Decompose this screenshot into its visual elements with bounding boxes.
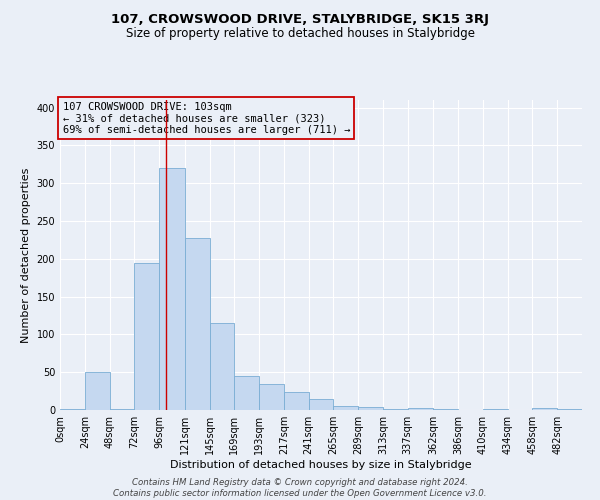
Bar (383, 409, 407, 410)
Bar (209, 323, 235, 410)
Bar (134, 262, 159, 410)
Bar (235, 376, 259, 410)
Text: 107, CROWSWOOD DRIVE, STALYBRIDGE, SK15 3RJ: 107, CROWSWOOD DRIVE, STALYBRIDGE, SK15 … (111, 12, 489, 26)
Bar (483, 409, 508, 410)
Bar (532, 408, 557, 410)
Y-axis label: Number of detached properties: Number of detached properties (21, 168, 31, 342)
Bar (85, 372, 110, 410)
Text: Contains HM Land Registry data © Crown copyright and database right 2024.
Contai: Contains HM Land Registry data © Crown c… (113, 478, 487, 498)
Bar (308, 400, 334, 410)
Bar (433, 409, 458, 410)
X-axis label: Distribution of detached houses by size in Stalybridge: Distribution of detached houses by size … (170, 460, 472, 470)
Bar (358, 407, 383, 410)
Bar (407, 408, 433, 410)
Text: 107 CROWSWOOD DRIVE: 103sqm
← 31% of detached houses are smaller (323)
69% of se: 107 CROWSWOOD DRIVE: 103sqm ← 31% of det… (62, 102, 350, 134)
Text: Size of property relative to detached houses in Stalybridge: Size of property relative to detached ho… (125, 28, 475, 40)
Bar (334, 406, 358, 410)
Bar (284, 392, 308, 410)
Bar (60, 409, 85, 410)
Bar (259, 384, 284, 410)
Bar (557, 409, 582, 410)
Bar (110, 409, 134, 410)
Bar (159, 168, 185, 410)
Bar (185, 238, 209, 410)
